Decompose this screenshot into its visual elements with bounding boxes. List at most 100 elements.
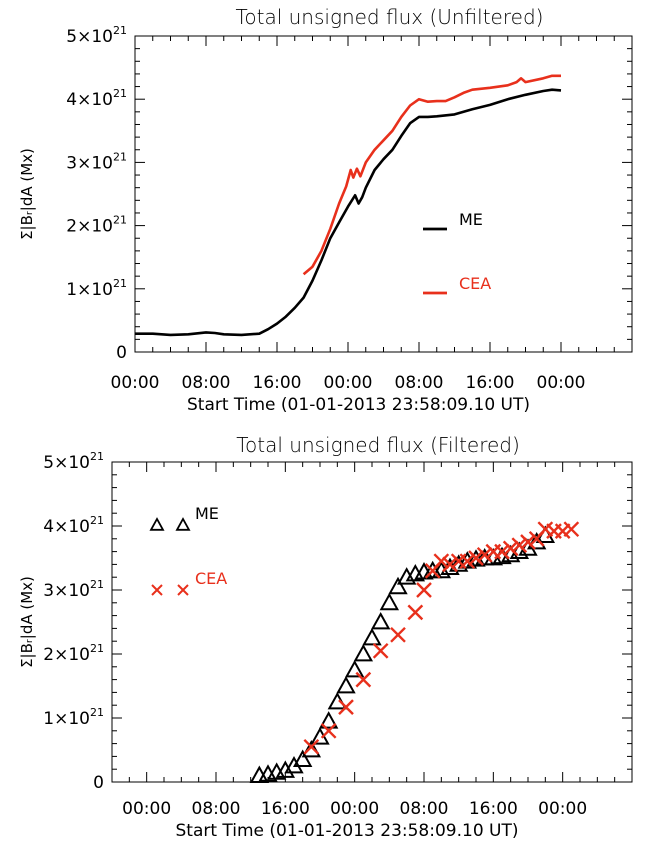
- data-point-triangle: [353, 643, 374, 662]
- data-point-triangle: [318, 711, 339, 729]
- data-point-x: [416, 582, 432, 598]
- x-tick-label: 16:00: [261, 799, 310, 819]
- y-tick-exponent: 21: [90, 578, 104, 591]
- x-tick-label: 00:00: [122, 799, 171, 819]
- y-tick-label: 5×1021: [66, 24, 127, 47]
- y-axis-label: Σ|Bᵣ|dA (Mx): [18, 148, 36, 240]
- data-point-x: [320, 722, 337, 739]
- series-line-cea: [302, 74, 561, 276]
- legend-label: CEA: [459, 274, 491, 293]
- y-tick-label: 4×1021: [66, 87, 127, 110]
- data-point-triangle: [379, 592, 400, 611]
- plot-frame: [111, 461, 633, 783]
- y-tick-mantissa: 1×10: [43, 709, 90, 729]
- data-point-x: [433, 553, 450, 570]
- plot-area: [135, 74, 562, 337]
- data-point-x: [407, 604, 424, 621]
- x-tick-label: 00:00: [537, 373, 586, 393]
- y-tick-exponent: 21: [90, 450, 104, 463]
- data-point-x: [494, 543, 510, 560]
- chart-title: Total unsigned flux (Unfiltered): [236, 5, 544, 29]
- data-point-x: [355, 671, 372, 688]
- x-tick-label: 00:00: [538, 799, 587, 819]
- x-axis-label: Start Time (01-01-2013 23:58:09.10 UT): [187, 395, 530, 415]
- y-axis-label: Σ|Bᵣ|dA (Mx): [18, 576, 36, 668]
- x-tick-label: 16:00: [469, 799, 518, 819]
- legend-swatch-triangle: [175, 517, 191, 531]
- legend-entry-cea: CEA: [423, 274, 491, 295]
- y-tick-exponent: 21: [113, 277, 127, 290]
- data-point-x: [372, 642, 389, 659]
- y-tick-label: 2×1021: [66, 214, 127, 237]
- legend-swatch-x: [177, 584, 189, 596]
- legend-label: ME: [195, 504, 219, 523]
- data-point-triangle: [327, 691, 348, 710]
- y-tick-label: 0: [93, 773, 104, 793]
- data-point-x: [338, 699, 354, 715]
- y-tick-exponent: 21: [90, 706, 104, 719]
- plot-area: [249, 521, 580, 783]
- data-point-x: [511, 537, 528, 554]
- y-tick-mantissa: 4×10: [66, 90, 113, 110]
- y-tick-mantissa: 2×10: [43, 645, 90, 665]
- data-point-x: [476, 546, 493, 563]
- legend-entry-me: ME: [423, 210, 483, 231]
- y-tick-mantissa: 1×10: [66, 280, 113, 300]
- y-tick-exponent: 21: [113, 87, 127, 100]
- y-tick-mantissa: 2×10: [66, 217, 113, 237]
- data-point-triangle: [388, 576, 408, 595]
- data-point-x: [563, 521, 580, 538]
- y-tick-label: 1×1021: [43, 706, 104, 729]
- series-cea: [303, 521, 580, 755]
- y-tick-label: 5×1021: [43, 450, 104, 473]
- x-tick-label: 16:00: [253, 373, 302, 393]
- data-point-x: [520, 534, 536, 550]
- x-axis-label: Start Time (01-01-2013 23:58:09.10 UT): [175, 821, 518, 841]
- data-point-x: [390, 626, 406, 643]
- data-point-x: [459, 553, 476, 570]
- chart-title: Total unsigned flux (Filtered): [236, 433, 520, 457]
- y-tick-mantissa: 3×10: [66, 153, 113, 173]
- series-cea: [302, 74, 561, 276]
- series-line-me: [135, 88, 562, 337]
- y-tick-mantissa: 5×10: [66, 27, 113, 47]
- series-me: [249, 525, 556, 783]
- data-point-triangle: [370, 611, 391, 630]
- data-point-triangle: [275, 760, 296, 778]
- x-tick-label: 00:00: [324, 373, 373, 393]
- data-point-x: [303, 738, 320, 755]
- data-point-triangle: [310, 727, 330, 745]
- y-tick-exponent: 21: [113, 24, 127, 37]
- x-tick-label: 00:00: [111, 373, 160, 393]
- y-tick-exponent: 21: [90, 514, 104, 527]
- legend-entry-me: ME: [149, 504, 219, 531]
- y-tick-mantissa: 0: [116, 343, 127, 363]
- x-tick-label: 08:00: [395, 373, 444, 393]
- y-tick-label: 0: [116, 343, 127, 363]
- y-tick-exponent: 21: [113, 214, 127, 227]
- x-tick-label: 00:00: [330, 799, 379, 819]
- legend-entry-cea: CEA: [151, 569, 227, 596]
- data-point-triangle: [344, 659, 365, 678]
- chart-panel-1: Total unsigned flux (Unfiltered) 00:00 08:…: [18, 5, 633, 415]
- y-tick-mantissa: 0: [93, 773, 104, 793]
- y-tick-mantissa: 4×10: [43, 517, 90, 537]
- y-tick-exponent: 21: [113, 150, 127, 163]
- data-point-triangle: [292, 749, 313, 767]
- data-point-x: [468, 550, 484, 566]
- y-tick-exponent: 21: [90, 642, 104, 655]
- x-tick-label: 08:00: [400, 799, 449, 819]
- legend-swatch-triangle: [149, 517, 165, 531]
- legend-swatch-x: [151, 584, 163, 596]
- data-point-triangle: [362, 627, 382, 646]
- x-tick-label: 08:00: [192, 799, 241, 819]
- chart-panel-2: Total unsigned flux (Filtered) 00:00 08:00…: [18, 433, 633, 841]
- x-tick-label: 16:00: [466, 373, 515, 393]
- plot-frame: [134, 35, 633, 353]
- y-tick-label: 3×1021: [66, 150, 127, 173]
- data-point-triangle: [336, 675, 356, 694]
- x-tick-label: 08:00: [182, 373, 231, 393]
- legend-label: ME: [459, 210, 483, 229]
- series-me: [135, 88, 562, 337]
